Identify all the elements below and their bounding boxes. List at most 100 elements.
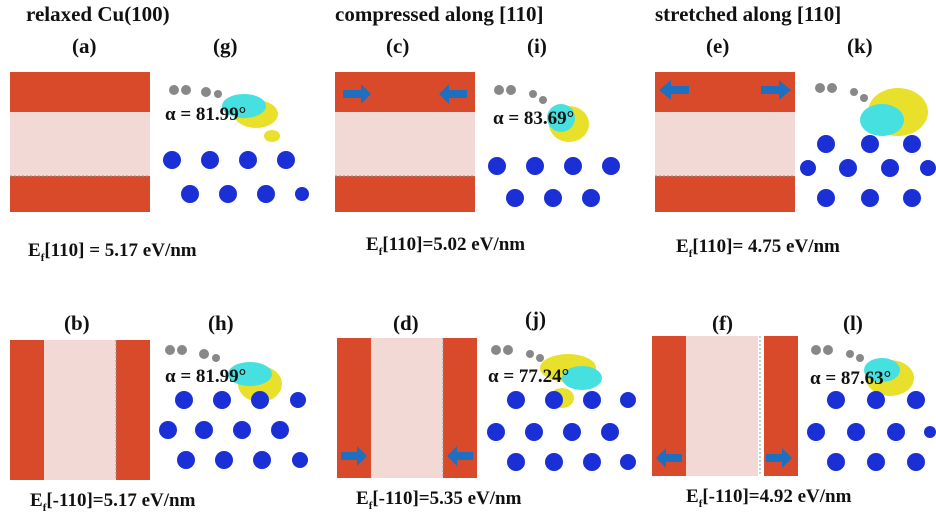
cu-atom — [903, 189, 921, 207]
cu-atom — [251, 391, 269, 409]
panel-label-h: (h) — [208, 311, 234, 335]
carbon-atom — [169, 85, 179, 95]
copper-slab-right — [116, 340, 150, 480]
cu-atom — [292, 452, 308, 468]
carbon-atom — [811, 345, 821, 355]
panel-j-sideview — [487, 345, 636, 471]
cu-atom — [887, 423, 905, 441]
cu-atom — [257, 185, 275, 203]
charge-cyan — [222, 94, 266, 118]
graphene-strip — [655, 112, 795, 176]
cu-atom — [620, 454, 636, 470]
panel-g-sideview — [163, 85, 309, 203]
panel-label-e: (e) — [706, 34, 730, 58]
carbon-atom — [860, 94, 868, 102]
cu-atom — [907, 453, 925, 471]
arrow-left — [447, 446, 473, 466]
cu-atom — [800, 160, 816, 176]
angle-g: α = 81.99° — [165, 104, 247, 125]
energy-top-compressed: Ef[110]=5.02 eV/nm — [366, 234, 526, 258]
cu-atom — [920, 160, 936, 176]
panel-e-structure — [655, 72, 795, 212]
carbon-atom — [856, 354, 864, 362]
cu-atom — [488, 157, 506, 175]
charge-yellow — [264, 130, 280, 142]
carbon-atom — [526, 350, 534, 358]
charge-cyan — [547, 104, 575, 132]
carbon-atom — [491, 345, 501, 355]
carbon-atom — [846, 350, 854, 358]
cu-atom — [817, 135, 835, 153]
copper-slab-right — [764, 336, 798, 476]
carbon-atom — [850, 88, 858, 96]
cu-atom — [233, 421, 251, 439]
panel-label-b: (b) — [64, 311, 90, 335]
panel-l-sideview — [807, 345, 936, 471]
header-relaxed: relaxed Cu(100) — [26, 2, 170, 26]
cu-atom — [867, 453, 885, 471]
graphene-strip — [10, 112, 150, 176]
arrow-right — [343, 84, 371, 104]
carbon-atom — [815, 83, 825, 93]
cu-atom — [277, 151, 295, 169]
graphene-strip — [371, 338, 443, 478]
cu-atom — [507, 453, 525, 471]
cu-atom — [181, 185, 199, 203]
cu-atom — [847, 423, 865, 441]
cu-atom — [620, 392, 636, 408]
arrow-left — [659, 80, 689, 100]
cu-atom — [827, 453, 845, 471]
angle-l: α = 87.63° — [810, 368, 892, 389]
graphene-strip — [335, 112, 475, 176]
panel-f-structure — [652, 336, 798, 476]
panel-label-i: (i) — [527, 34, 547, 58]
cu-atom — [583, 391, 601, 409]
cu-atom — [839, 159, 857, 177]
copper-slab-left — [652, 336, 686, 476]
copper-slab-top — [10, 72, 150, 112]
cu-atom — [295, 187, 309, 201]
panel-label-l: (l) — [843, 311, 863, 335]
panel-c-structure — [335, 72, 475, 212]
angle-j: α = 77.24° — [488, 366, 570, 387]
energy-bottom-relaxed: Ef[-110]=5.17 eV/nm — [30, 490, 196, 514]
cu-atom — [601, 423, 619, 441]
charge-cyan — [860, 104, 904, 136]
cu-atom — [271, 421, 289, 439]
carbon-atom — [201, 87, 211, 97]
panel-label-f: (f) — [712, 311, 733, 335]
header-stretched: stretched along [110] — [655, 2, 842, 26]
cu-atom — [507, 391, 525, 409]
panel-i-sideview — [488, 85, 620, 207]
panel-a-structure — [10, 72, 150, 212]
cu-atom — [177, 451, 195, 469]
carbon-atom — [199, 349, 209, 359]
cu-atom — [907, 391, 925, 409]
cu-atom — [290, 392, 306, 408]
cu-atom — [881, 159, 899, 177]
panel-d-structure — [337, 338, 477, 478]
panel-label-j: (j) — [525, 307, 546, 331]
energy-bottom-compressed: Ef[-110]=5.35 eV/nm — [356, 488, 522, 512]
carbon-atom — [177, 345, 187, 355]
cu-atom — [545, 391, 563, 409]
cu-atom — [195, 421, 213, 439]
cu-atom — [506, 189, 524, 207]
graphene-strip — [686, 336, 758, 476]
panel-label-g: (g) — [213, 34, 238, 58]
cu-atom — [163, 151, 181, 169]
cu-atom — [213, 391, 231, 409]
charge-cyan — [228, 362, 272, 386]
cu-atom — [544, 189, 562, 207]
carbon-atom — [212, 354, 220, 362]
panel-label-c: (c) — [386, 34, 410, 58]
carbon-atom — [529, 90, 537, 98]
copper-slab-left — [10, 340, 44, 480]
carbon-atom — [539, 96, 547, 104]
cu-atom — [215, 451, 233, 469]
carbon-atom — [181, 85, 191, 95]
cu-atom — [924, 426, 936, 438]
charge-cyan — [864, 358, 900, 382]
copper-slab-bottom — [655, 176, 795, 212]
copper-slab-bottom — [10, 176, 150, 212]
